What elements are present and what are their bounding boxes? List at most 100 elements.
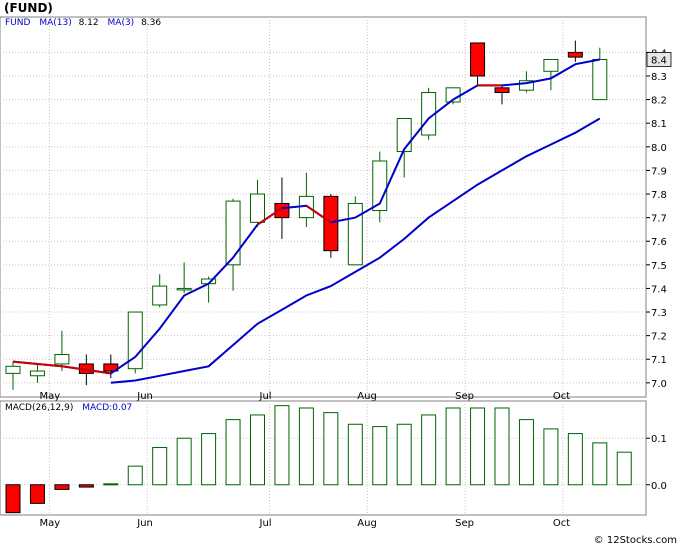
price-month-label: Jun [136,391,153,402]
macd-bar-positive [201,433,217,486]
macd-bar-positive [616,451,632,486]
legend-symbol: FUND [5,18,30,28]
macd-bar-positive [592,442,608,486]
candle-down [470,42,486,86]
price-y-tick-label: 7.3 [651,308,667,319]
candle-body [225,200,241,266]
candle-body [470,42,486,77]
candle-up [225,198,241,291]
macd-month-label: Jun [136,518,153,529]
macd-panel-frame [0,400,647,516]
macd-bar-positive [103,483,119,486]
candle-up [54,330,70,372]
price-month-label: Oct [553,391,570,402]
macd-bar-positive [445,407,461,486]
price-y-tick-label: 7.9 [651,166,667,177]
candle-body [494,87,510,94]
ma3-line-down-segment [305,204,332,224]
macd-month-label: Jul [259,518,272,529]
macd-month-label: May [39,518,60,529]
price-y-tick-label: 7.7 [651,214,667,225]
candle-body [567,51,583,58]
candle-body [592,58,608,101]
legend-ma3-label: MA(3) [108,18,135,28]
legend-ma13-value: 8.12 [79,18,99,28]
macd-bar-negative [29,484,45,504]
macd-bar-positive [518,419,534,486]
macd-bar-positive [421,414,437,486]
candle-body [323,195,339,252]
macd-bar-positive [274,405,290,486]
price-month-label: May [39,391,60,402]
macd-grid [0,401,646,515]
price-y-tick-label: 7.4 [651,284,667,295]
macd-month-label: Aug [357,518,377,529]
candle-body [127,311,143,370]
price-y-tick-label: 7.6 [651,237,667,248]
candle-body [543,58,559,72]
candle-down [323,194,339,258]
macd-bar-positive [396,423,412,486]
candle-up [592,47,608,101]
macd-bar-positive [372,426,388,486]
price-grid [0,17,646,397]
candle-body [5,365,21,374]
candles [5,40,608,390]
macd-legend-value: MACD:0.07 [82,403,132,413]
candle-down [494,85,510,105]
macd-bar-positive [250,414,265,486]
candle-up [152,274,168,308]
candle-body [152,285,168,306]
candle-body [29,370,45,377]
macd-bar-positive [470,407,486,486]
macd-month-labels: May Jun Jul Aug Sep Oct [39,518,570,529]
price-month-labels: May Jun Jul Aug Sep Oct [39,391,570,402]
price-y-tick-label: 8.1 [651,119,667,130]
last-price-label: 8.4 [651,56,667,67]
ma13-line [110,117,601,384]
price-y-tick-label: 7.2 [651,332,667,343]
candle-body [176,287,192,291]
legend-ma3-value: 8.36 [141,18,161,28]
chart-title: (FUND) [4,1,53,15]
candle-up [250,179,265,228]
candle-up [176,262,192,294]
macd-month-label: Sep [455,518,474,529]
macd-bar-positive [347,423,363,486]
macd-bar-positive [176,437,192,486]
candle-up [543,58,559,91]
macd-y-axis: 0.0 0.1 [646,434,667,492]
macd-bar-negative [78,484,94,488]
macd-bar-positive [543,428,559,486]
price-y-tick-label: 8.0 [651,143,667,154]
macd-bar-positive [323,412,339,486]
macd-bar-positive [225,419,241,486]
candle-down [567,40,583,62]
macd-bar-positive [494,407,510,486]
price-month-label: Sep [455,391,474,402]
macd-month-label: Oct [553,518,570,529]
macd-bar-negative [54,484,70,490]
candle-up [518,71,534,93]
price-y-tick-label: 7.8 [651,190,667,201]
credit-text: © 12Stocks.com [594,535,677,546]
macd-bar-positive [298,407,314,486]
price-month-label: Aug [357,391,377,402]
macd-bar-positive [127,465,143,486]
macd-y-tick-label: 0.1 [651,434,667,445]
moving-average-lines [12,58,601,384]
macd-bars [5,405,632,514]
price-panel-frame [0,16,647,398]
macd-bar-positive [152,447,168,486]
candle-body [347,202,363,266]
price-y-tick-label: 7.1 [651,355,667,366]
candle-up [29,363,45,383]
macd-legend-label: MACD(26,12,9) [5,403,73,413]
last-price-marker: 8.4 [646,52,672,67]
price-y-axis: 7.0 7.1 7.2 7.3 7.4 7.5 7.6 7.7 7.8 7.9 8.0 8.1 8.2 8… [646,48,667,390]
price-month-label: Jul [259,391,272,402]
candle-up [347,196,363,266]
ma3-line-down-segment [256,207,283,226]
ma3-line-down-segment [12,360,111,375]
